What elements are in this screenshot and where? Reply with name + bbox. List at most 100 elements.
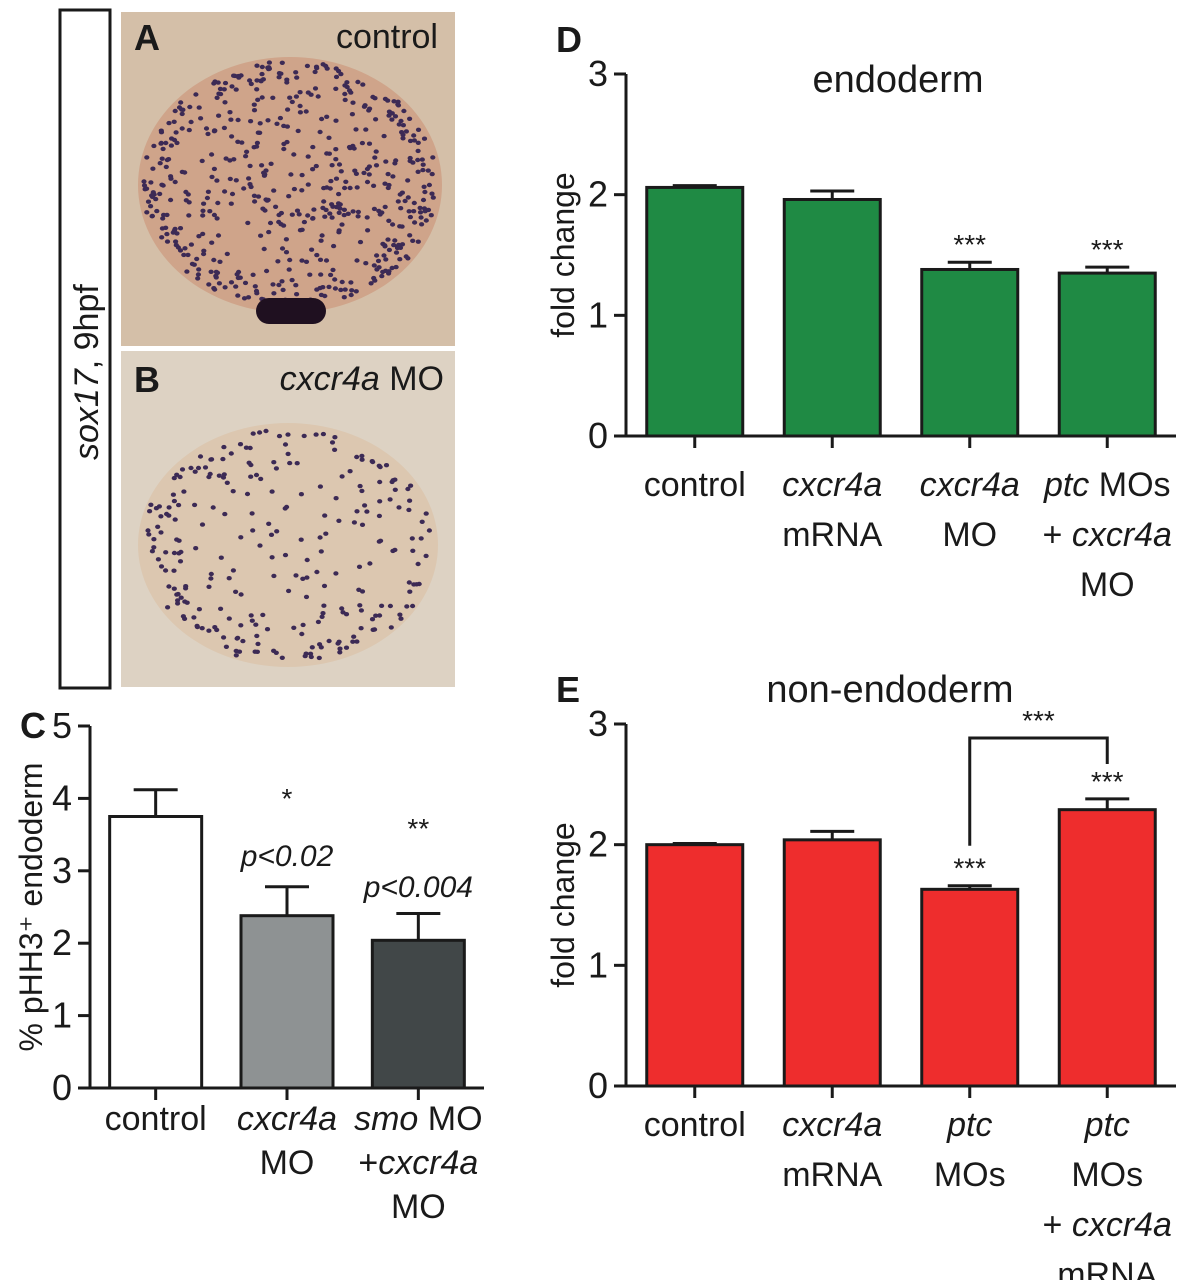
stain-dot — [322, 513, 328, 518]
stain-dot — [287, 460, 293, 466]
stain-dot — [175, 591, 181, 597]
x-category-label-part: cxcr4a — [782, 466, 882, 504]
stain-dot — [373, 117, 379, 122]
stain-dot — [286, 267, 292, 272]
stain-dot — [298, 537, 304, 542]
stain-dot — [221, 635, 227, 640]
stain-dot — [157, 191, 163, 197]
stain-dot — [392, 477, 398, 482]
bar — [645, 185, 745, 438]
stain-dot — [385, 185, 391, 191]
stain-dot — [187, 104, 193, 110]
stain-dot — [255, 194, 262, 199]
x-category-label: cxcr4a — [782, 1106, 882, 1144]
stain-dot — [171, 586, 177, 591]
stain-dot — [429, 191, 435, 196]
stain-dot — [397, 245, 404, 250]
stain-dot — [305, 154, 311, 159]
stain-dot — [329, 215, 335, 220]
stain-dot — [261, 246, 267, 252]
stain-dot — [251, 102, 257, 107]
stain-dot — [402, 198, 408, 204]
stain-dot — [191, 615, 197, 620]
stain-dot — [360, 82, 366, 87]
stain-dot — [386, 113, 392, 118]
y-tick-label: 3 — [588, 53, 608, 94]
stain-dot — [324, 114, 330, 120]
stain-dot — [359, 457, 365, 462]
stain-dot — [192, 469, 198, 474]
stain-dot — [151, 537, 157, 542]
stain-dot — [335, 641, 341, 646]
stain-dot — [426, 528, 432, 533]
x-category-label-part: control — [105, 1100, 207, 1138]
stain-dot — [227, 176, 233, 182]
stain-dot — [235, 139, 241, 144]
stain-dot — [213, 269, 219, 275]
x-category-label: MOs — [934, 1156, 1006, 1194]
stain-dot — [173, 130, 179, 135]
bar — [920, 887, 1020, 1088]
stain-dot — [415, 148, 421, 154]
stain-dot — [164, 231, 170, 237]
x-category-label-part: cxcr4a — [920, 466, 1020, 504]
stain-dot — [147, 509, 153, 514]
x-category-label: ptc — [946, 1106, 992, 1144]
stain-dot — [294, 461, 300, 466]
stain-dot — [209, 152, 215, 157]
stain-dot — [389, 117, 395, 122]
stain-dot — [276, 433, 283, 439]
stain-dot — [356, 564, 363, 569]
stain-dot — [222, 511, 228, 517]
stain-dot — [361, 104, 367, 109]
stain-dot — [171, 498, 177, 504]
stain-dot — [304, 575, 310, 580]
stain-dot — [252, 284, 258, 289]
stain-dot — [259, 95, 265, 100]
side-label-box — [58, 8, 112, 690]
stain-dot — [276, 219, 282, 225]
stain-dot — [211, 128, 218, 133]
stain-dot — [345, 211, 351, 216]
stain-dot — [346, 144, 353, 150]
stain-dot — [211, 166, 217, 172]
x-category-label-part: ptc — [1043, 466, 1089, 504]
x-category-label-part: mRNA — [782, 516, 882, 554]
stain-dot — [332, 286, 338, 291]
stain-dot — [371, 183, 377, 188]
stain-dot — [289, 277, 295, 283]
stain-dot — [347, 469, 353, 474]
stain-dot — [196, 234, 202, 239]
stain-dot — [392, 487, 398, 492]
stain-dot — [265, 197, 271, 203]
stain-dot — [314, 65, 320, 71]
stain-dot — [198, 116, 204, 121]
stain-dot — [254, 633, 260, 639]
stain-dot — [372, 627, 378, 632]
stain-dot — [351, 634, 357, 639]
stain-dot — [421, 206, 428, 211]
stain-dot — [201, 251, 207, 257]
stain-dot — [323, 207, 329, 213]
stain-dot — [395, 103, 402, 108]
photo-panel-a: A control — [121, 12, 455, 346]
stain-dot — [321, 583, 328, 589]
stain-dot — [397, 192, 403, 197]
stain-dot — [376, 513, 382, 519]
stain-dot — [247, 78, 253, 83]
x-category-label: +cxcr4a — [358, 1144, 478, 1182]
stain-dot — [163, 225, 169, 230]
x-category-label-part: + — [358, 1144, 378, 1182]
stain-dot — [372, 278, 378, 283]
stain-dot — [336, 191, 342, 197]
x-category-label-part: cxcr4a — [1072, 516, 1172, 554]
stain-dot — [313, 163, 319, 169]
stain-dot — [333, 571, 339, 576]
stain-dot — [377, 479, 383, 485]
x-category-label-part: cxcr4a — [378, 1144, 478, 1182]
stain-dot — [284, 124, 290, 129]
stain-dot — [430, 195, 436, 200]
stain-dot — [164, 239, 171, 244]
stain-dot — [268, 532, 275, 537]
stain-dot — [406, 209, 412, 214]
